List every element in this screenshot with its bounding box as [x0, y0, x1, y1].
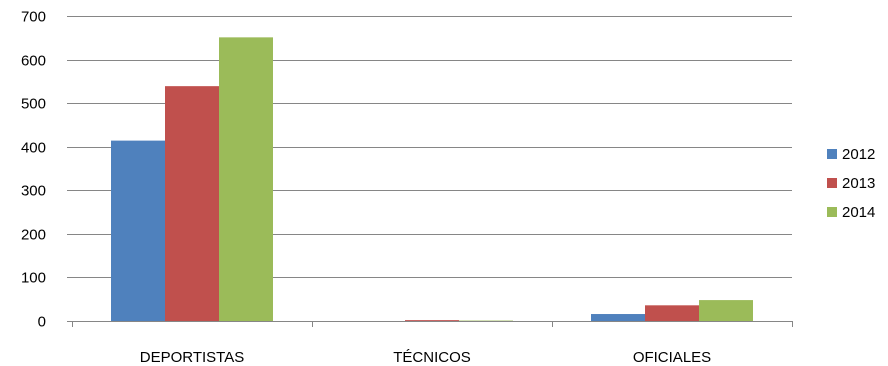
x-tick-label: OFICIALES: [633, 349, 711, 366]
y-tick-label: 500: [21, 96, 46, 113]
legend-label: 2012: [842, 146, 875, 163]
y-tick-label: 600: [21, 53, 46, 70]
y-tick-label: 700: [21, 9, 46, 26]
legend-swatch-2012: [827, 149, 837, 159]
y-tick-label: 200: [21, 227, 46, 244]
bar-2012-2: [591, 314, 645, 321]
bar-2013-2: [645, 305, 699, 321]
y-tick-label: 0: [38, 314, 46, 331]
y-tick-label: 100: [21, 270, 46, 287]
legend-label: 2013: [842, 175, 875, 192]
bar-2012-0: [111, 140, 165, 321]
y-tick-label: 300: [21, 183, 46, 200]
y-tick-label: 400: [21, 140, 46, 157]
x-tick-label: DEPORTISTAS: [140, 349, 244, 366]
bars: [111, 37, 753, 322]
bar-2014-2: [699, 300, 753, 321]
bar-2013-1: [405, 320, 459, 321]
legend-swatch-2014: [827, 207, 837, 217]
legend-label: 2014: [842, 204, 875, 221]
x-tick-label: TÉCNICOS: [393, 349, 471, 366]
x-axis-ticks: DEPORTISTAS TÉCNICOS OFICIALES: [140, 349, 711, 366]
legend: 2012 2013 2014: [827, 146, 875, 221]
x-axis: [72, 321, 793, 327]
bar-2013-0: [165, 86, 219, 322]
bar-2014-0: [219, 37, 273, 321]
legend-swatch-2013: [827, 178, 837, 188]
y-axis-ticks: 0 100 200 300 400 500 600 700: [21, 9, 72, 331]
